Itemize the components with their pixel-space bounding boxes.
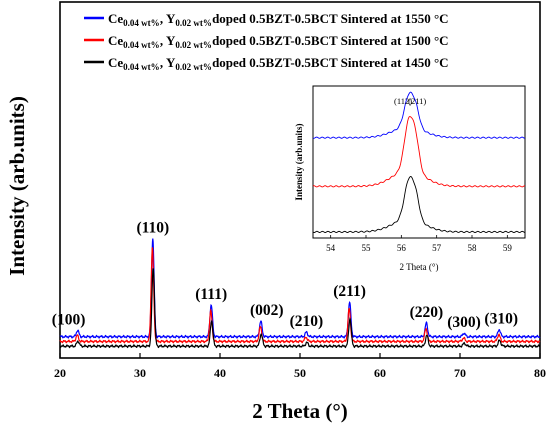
main-x-tick-label: 40 (214, 366, 226, 380)
inset-plot-frame (312, 85, 526, 239)
inset-peak-label: (112) (394, 96, 412, 106)
series-line (59, 247, 541, 344)
main-x-tick-label: 80 (534, 366, 546, 380)
peak-label: (220) (410, 304, 444, 321)
legend: Ce0.04 wt% , Y0.02 wt% doped 0.5BZT-0.5B… (84, 11, 449, 72)
inset-x-tick-label: 57 (432, 243, 442, 253)
main-x-tick-label: 50 (294, 366, 306, 380)
peak-label: (111) (195, 286, 227, 303)
inset-chart: 54 55 56 57 58 59 (112)(211) 2 Theta (°) Inte… (294, 85, 526, 272)
inset-x-ticks: 54 55 56 57 58 59 (326, 235, 512, 253)
peak-label: (110) (136, 219, 169, 236)
inset-series-line (312, 115, 526, 188)
main-x-tick-label: 60 (374, 366, 386, 380)
inset-x-axis-label: 2 Theta (°) (400, 262, 439, 272)
inset-x-tick-label: 54 (326, 243, 336, 253)
legend-entry: Ce0.04 wt% , Y0.02 wt% doped 0.5BZT-0.5B… (108, 55, 449, 72)
inset-series-line (312, 91, 526, 139)
peak-label: (002) (250, 302, 284, 319)
main-x-tick-label: 30 (134, 366, 146, 380)
peak-label: (310) (484, 310, 518, 327)
inset-x-tick-label: 55 (362, 243, 372, 253)
main-x-tick-label: 20 (54, 366, 66, 380)
main-traces (59, 238, 541, 349)
peak-label: (211) (333, 283, 366, 300)
series-line (59, 268, 541, 349)
peak-labels: (100) (110) (111) (002) (210) (211) (220)(300)… (52, 219, 518, 331)
inset-x-tick-label: 56 (397, 243, 407, 253)
main-x-tick-label: 70 (454, 366, 466, 380)
y-axis-label: Intensity (arb.units) (5, 96, 29, 276)
x-axis-label: 2 Theta (°) (252, 399, 348, 423)
peak-label: (300) (447, 314, 481, 331)
inset-x-tick-label: 59 (503, 243, 513, 253)
legend-entry: Ce0.04 wt% , Y0.02 wt% doped 0.5BZT-0.5B… (108, 11, 449, 28)
inset-annotations: (112)(211) (394, 96, 426, 106)
legend-entry: Ce0.04 wt% , Y0.02 wt% doped 0.5BZT-0.5B… (108, 33, 449, 50)
inset-peak-label: (211) (408, 96, 426, 106)
series-line (59, 238, 541, 339)
inset-series-line (312, 175, 526, 233)
peak-label: (210) (290, 313, 324, 330)
inset-traces (312, 91, 526, 233)
peak-label: (100) (52, 311, 86, 328)
inset-y-axis-label: Intensity (arb.units) (294, 123, 304, 200)
inset-x-tick-label: 58 (468, 243, 478, 253)
main-x-ticks: 20 30 40 50 60 70 80 (54, 353, 546, 380)
